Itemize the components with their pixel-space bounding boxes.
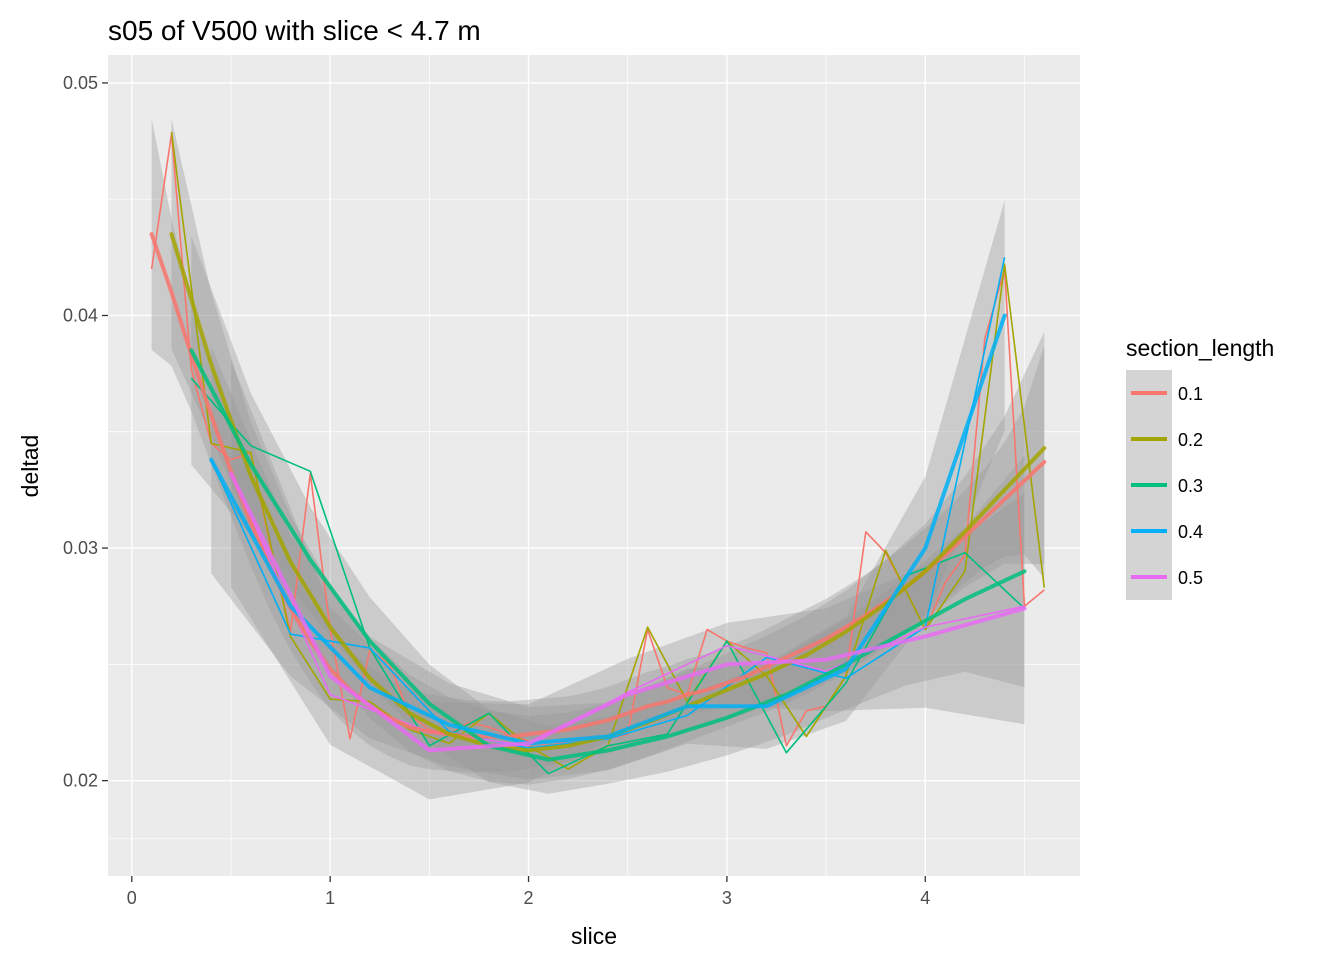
legend-label-0.3: 0.3 [1178, 476, 1203, 496]
y-tick-label: 0.04 [63, 305, 98, 325]
chart-title: s05 of V500 with slice < 4.7 m [108, 15, 481, 46]
confidence-ribbons [151, 118, 1045, 800]
legend-label-0.5: 0.5 [1178, 568, 1203, 588]
x-axis-title: slice [571, 923, 617, 949]
legend-title: section_length [1126, 335, 1274, 361]
y-tick-label: 0.02 [63, 771, 98, 791]
trend-line-0.3 [189, 348, 1027, 762]
raw-line-0.5 [230, 473, 1025, 747]
x-tick-label: 1 [325, 888, 335, 908]
x-tick-label: 4 [920, 888, 930, 908]
trend-lines [149, 232, 1047, 762]
x-tick-label: 3 [722, 888, 732, 908]
ribbon-0.5 [231, 360, 1025, 800]
legend: section_length 0.1 0.2 0.3 0.4 0.5 [1126, 335, 1274, 600]
legend-label-0.4: 0.4 [1178, 522, 1203, 542]
x-axis: 0 1 2 3 4 [127, 876, 930, 908]
y-axis: 0.02 0.03 0.04 0.05 [63, 73, 108, 791]
legend-items: 0.1 0.2 0.3 0.4 0.5 [1126, 370, 1203, 600]
y-tick-label: 0.03 [63, 538, 98, 558]
legend-label-0.1: 0.1 [1178, 384, 1203, 404]
ribbon-0.1 [151, 118, 1045, 773]
y-axis-title: deltad [17, 435, 43, 498]
x-tick-label: 2 [524, 888, 534, 908]
legend-label-0.2: 0.2 [1178, 430, 1203, 450]
minor-grid [108, 55, 1080, 876]
ribbon-0.2 [171, 119, 1045, 785]
trend-line-0.5 [229, 471, 1027, 753]
ribbon-0.3 [191, 235, 1025, 794]
y-tick-label: 0.05 [63, 73, 98, 93]
trend-line-0.4 [209, 313, 1007, 746]
x-tick-label: 0 [127, 888, 137, 908]
